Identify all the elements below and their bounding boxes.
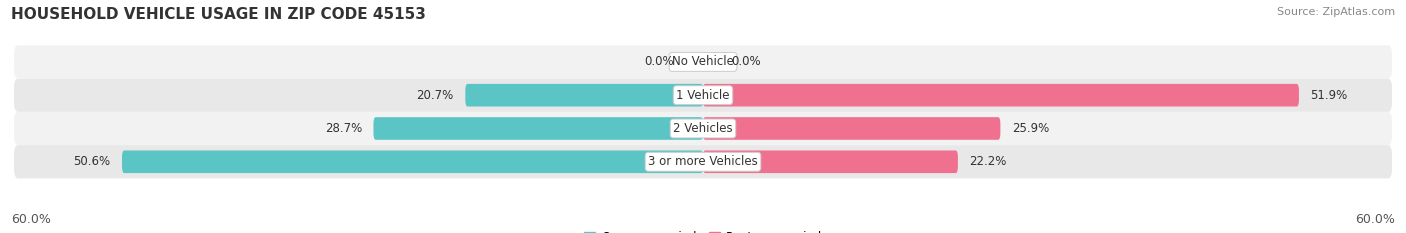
FancyBboxPatch shape xyxy=(374,117,703,140)
Text: 1 Vehicle: 1 Vehicle xyxy=(676,89,730,102)
Text: Source: ZipAtlas.com: Source: ZipAtlas.com xyxy=(1277,7,1395,17)
Text: 50.6%: 50.6% xyxy=(73,155,111,168)
FancyBboxPatch shape xyxy=(703,117,1001,140)
Text: HOUSEHOLD VEHICLE USAGE IN ZIP CODE 45153: HOUSEHOLD VEHICLE USAGE IN ZIP CODE 4515… xyxy=(11,7,426,22)
FancyBboxPatch shape xyxy=(703,84,1299,106)
Text: 3 or more Vehicles: 3 or more Vehicles xyxy=(648,155,758,168)
Text: 0.0%: 0.0% xyxy=(731,55,761,69)
Text: 22.2%: 22.2% xyxy=(969,155,1007,168)
FancyBboxPatch shape xyxy=(14,45,1392,79)
Legend: Owner-occupied, Renter-occupied: Owner-occupied, Renter-occupied xyxy=(579,226,827,233)
Text: 60.0%: 60.0% xyxy=(11,213,51,226)
Text: 25.9%: 25.9% xyxy=(1012,122,1049,135)
Text: 28.7%: 28.7% xyxy=(325,122,361,135)
FancyBboxPatch shape xyxy=(14,145,1392,178)
FancyBboxPatch shape xyxy=(703,151,957,173)
Text: 0.0%: 0.0% xyxy=(645,55,675,69)
Text: No Vehicle: No Vehicle xyxy=(672,55,734,69)
FancyBboxPatch shape xyxy=(14,79,1392,112)
Text: 2 Vehicles: 2 Vehicles xyxy=(673,122,733,135)
FancyBboxPatch shape xyxy=(465,84,703,106)
Text: 51.9%: 51.9% xyxy=(1310,89,1348,102)
Text: 60.0%: 60.0% xyxy=(1355,213,1395,226)
Text: 20.7%: 20.7% xyxy=(416,89,454,102)
FancyBboxPatch shape xyxy=(14,112,1392,145)
FancyBboxPatch shape xyxy=(122,151,703,173)
